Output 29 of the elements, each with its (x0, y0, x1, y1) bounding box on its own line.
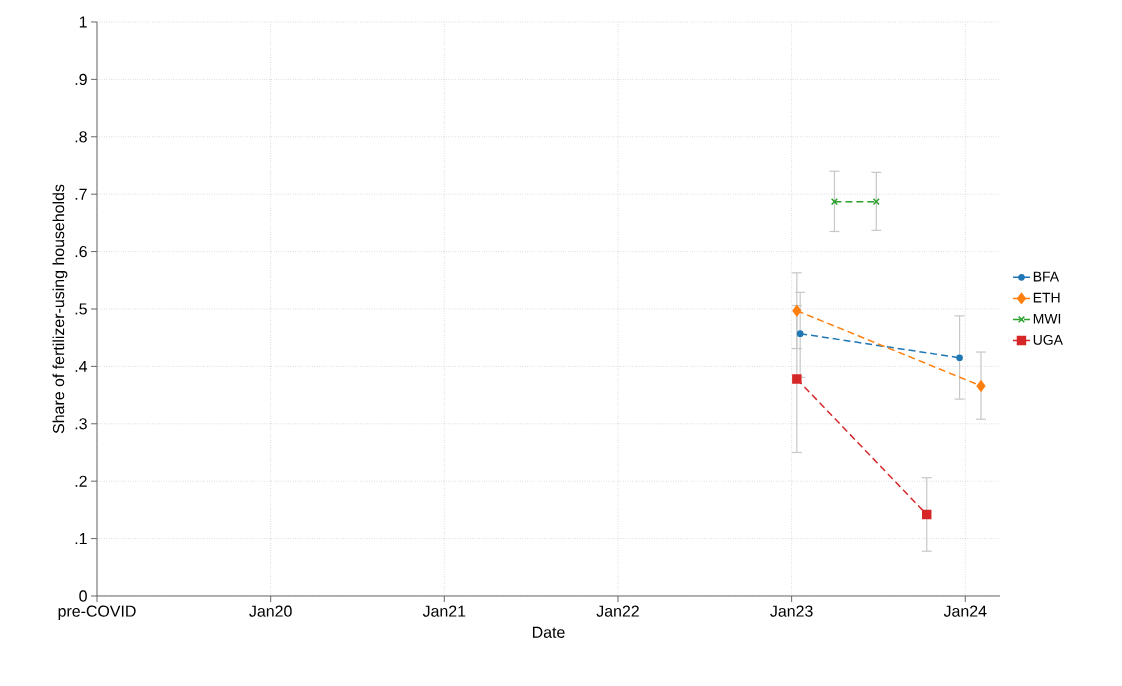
x-axis-title: Date (532, 626, 565, 638)
y-tick-label: .7 (75, 188, 87, 200)
y-tick-label: .2 (75, 475, 87, 487)
x-tick-label: Jan23 (770, 605, 813, 617)
y-tick-label: .3 (75, 418, 87, 430)
y-tick-label: .4 (75, 360, 88, 372)
y-tick-label: .9 (75, 73, 87, 86)
legend-label: UGA (1033, 334, 1063, 345)
point (922, 509, 932, 520)
point (792, 374, 802, 384)
legend-label: MWI (1033, 313, 1061, 324)
y-tick-label: 0 (79, 590, 87, 602)
y-tick-label: .5 (75, 303, 87, 315)
x-tick-label: Jan21 (422, 605, 466, 617)
point (956, 354, 963, 362)
legend-label: BFA (1033, 271, 1060, 282)
point (792, 304, 802, 317)
legend-label: ETH (1033, 292, 1060, 303)
y-tick-label: .1 (75, 533, 87, 545)
point (796, 330, 804, 338)
y-axis-title: Share of fertilizer-using households (52, 184, 68, 434)
x-tick-label: Jan22 (596, 605, 639, 617)
y-tick-label: .8 (75, 131, 87, 143)
x-tick-label: Jan24 (943, 605, 987, 617)
x-tick-label: Jan20 (249, 605, 292, 617)
x-tick-label: pre-COVID (58, 605, 136, 620)
y-tick-label: .6 (75, 245, 87, 258)
y-tick-label: 1 (79, 16, 87, 28)
point (976, 380, 986, 392)
